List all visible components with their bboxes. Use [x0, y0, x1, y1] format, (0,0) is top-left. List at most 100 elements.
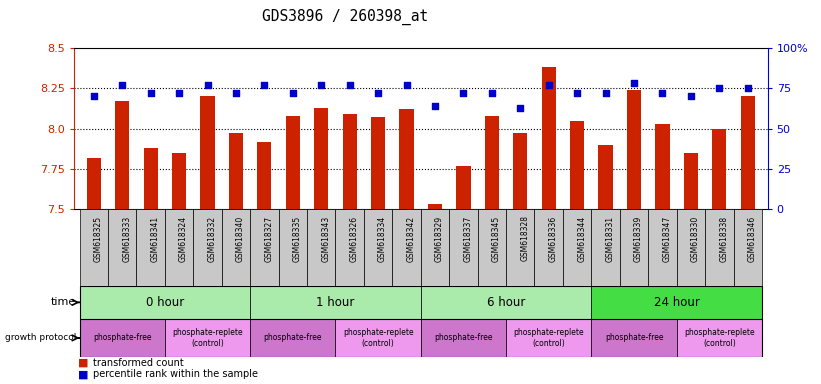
Bar: [250, 319, 336, 357]
Bar: [591, 209, 620, 286]
Text: GSM618331: GSM618331: [606, 215, 615, 262]
Text: GSM618342: GSM618342: [406, 215, 415, 262]
Point: [656, 90, 669, 96]
Bar: [649, 209, 677, 286]
Text: phosphate-free: phosphate-free: [434, 333, 493, 343]
Text: ■: ■: [78, 369, 89, 379]
Text: GSM618347: GSM618347: [663, 215, 672, 262]
Bar: [108, 209, 136, 286]
Bar: [342, 114, 357, 209]
Text: phosphate-free: phosphate-free: [605, 333, 663, 343]
Bar: [513, 134, 527, 209]
Bar: [307, 209, 336, 286]
Bar: [286, 116, 300, 209]
Bar: [80, 319, 165, 357]
Bar: [193, 209, 222, 286]
Point: [684, 93, 697, 99]
Text: percentile rank within the sample: percentile rank within the sample: [93, 369, 258, 379]
Point: [400, 82, 413, 88]
Text: GSM618345: GSM618345: [492, 215, 501, 262]
Bar: [484, 116, 499, 209]
Point: [429, 103, 442, 109]
Point: [258, 82, 271, 88]
Text: GSM618343: GSM618343: [321, 215, 330, 262]
Text: GSM618329: GSM618329: [435, 215, 444, 262]
Bar: [172, 153, 186, 209]
Bar: [733, 209, 762, 286]
Bar: [371, 118, 385, 209]
Bar: [506, 319, 591, 357]
Text: phosphate-replete
(control): phosphate-replete (control): [172, 328, 243, 348]
Bar: [677, 209, 705, 286]
Bar: [314, 108, 328, 209]
Text: time: time: [51, 297, 76, 308]
Point: [372, 90, 385, 96]
Text: transformed count: transformed count: [93, 358, 184, 368]
Bar: [165, 319, 250, 357]
Bar: [115, 101, 130, 209]
Bar: [620, 209, 649, 286]
Bar: [278, 209, 307, 286]
Bar: [677, 319, 762, 357]
Bar: [563, 209, 591, 286]
Point: [571, 90, 584, 96]
Text: GSM618327: GSM618327: [264, 215, 273, 262]
Text: phosphate-replete
(control): phosphate-replete (control): [684, 328, 754, 348]
Bar: [400, 109, 414, 209]
Bar: [200, 96, 214, 209]
Point: [599, 90, 612, 96]
Text: GSM618324: GSM618324: [179, 215, 188, 262]
Bar: [80, 209, 108, 286]
Bar: [478, 209, 506, 286]
Bar: [741, 96, 754, 209]
Bar: [591, 319, 677, 357]
Text: 1 hour: 1 hour: [316, 296, 355, 309]
Point: [172, 90, 186, 96]
Point: [229, 90, 242, 96]
Bar: [250, 286, 421, 319]
Bar: [136, 209, 165, 286]
Text: growth protocol: growth protocol: [4, 333, 76, 343]
Bar: [655, 124, 670, 209]
Point: [456, 90, 470, 96]
Point: [542, 82, 555, 88]
Point: [201, 82, 214, 88]
Text: phosphate-replete
(control): phosphate-replete (control): [513, 328, 584, 348]
Bar: [449, 209, 478, 286]
Bar: [392, 209, 421, 286]
Point: [485, 90, 498, 96]
Bar: [165, 209, 193, 286]
Point: [87, 93, 100, 99]
Text: GSM618325: GSM618325: [94, 215, 103, 262]
Text: phosphate-replete
(control): phosphate-replete (control): [343, 328, 414, 348]
Bar: [627, 90, 641, 209]
Bar: [144, 148, 158, 209]
Text: GSM618334: GSM618334: [378, 215, 388, 262]
Text: GSM618333: GSM618333: [122, 215, 131, 262]
Text: GSM618339: GSM618339: [634, 215, 643, 262]
Point: [343, 82, 356, 88]
Bar: [542, 67, 556, 209]
Point: [713, 85, 726, 91]
Text: ■: ■: [78, 358, 89, 368]
Bar: [705, 209, 733, 286]
Text: GSM618332: GSM618332: [208, 215, 217, 262]
Text: GSM618336: GSM618336: [548, 215, 557, 262]
Text: 24 hour: 24 hour: [654, 296, 699, 309]
Text: phosphate-free: phosphate-free: [264, 333, 322, 343]
Bar: [421, 209, 449, 286]
Text: GSM618338: GSM618338: [719, 215, 728, 262]
Text: GSM618330: GSM618330: [690, 215, 699, 262]
Bar: [421, 286, 591, 319]
Text: GSM618335: GSM618335: [293, 215, 302, 262]
Text: GSM618346: GSM618346: [748, 215, 757, 262]
Bar: [229, 134, 243, 209]
Bar: [336, 209, 364, 286]
Point: [287, 90, 300, 96]
Bar: [222, 209, 250, 286]
Bar: [712, 129, 727, 209]
Text: GSM618328: GSM618328: [521, 215, 530, 262]
Bar: [506, 209, 534, 286]
Point: [116, 82, 129, 88]
Bar: [534, 209, 563, 286]
